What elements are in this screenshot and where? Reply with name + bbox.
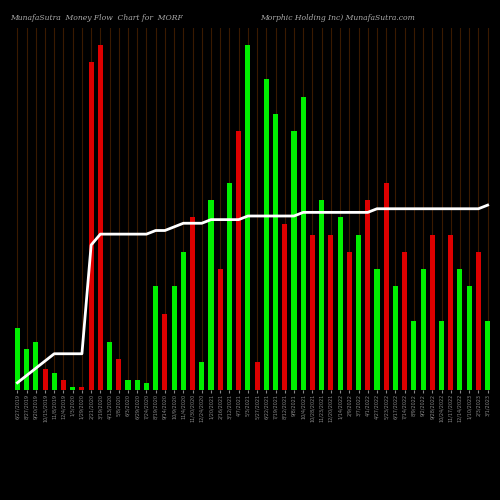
Bar [347, 252, 352, 390]
Bar [310, 234, 315, 390]
Bar [365, 200, 370, 390]
Text: Morphic Holding Inc) MunafaSutra.com: Morphic Holding Inc) MunafaSutra.com [260, 14, 415, 22]
Bar [430, 234, 435, 390]
Bar [172, 286, 176, 390]
Bar [412, 321, 416, 390]
Bar [200, 362, 204, 390]
Bar [273, 114, 278, 390]
Bar [107, 342, 112, 390]
Bar [246, 45, 250, 390]
Bar [52, 372, 57, 390]
Bar [236, 131, 241, 390]
Bar [384, 183, 388, 390]
Bar [70, 386, 75, 390]
Bar [439, 321, 444, 390]
Bar [227, 183, 232, 390]
Bar [144, 383, 149, 390]
Bar [34, 342, 38, 390]
Bar [356, 234, 361, 390]
Bar [282, 224, 288, 390]
Bar [88, 62, 94, 390]
Bar [254, 362, 260, 390]
Bar [98, 45, 103, 390]
Bar [485, 321, 490, 390]
Bar [458, 269, 462, 390]
Bar [126, 380, 130, 390]
Bar [80, 386, 84, 390]
Bar [402, 252, 407, 390]
Bar [153, 286, 158, 390]
Bar [420, 269, 426, 390]
Bar [319, 200, 324, 390]
Bar [61, 380, 66, 390]
Bar [24, 348, 29, 390]
Bar [264, 80, 269, 390]
Bar [374, 269, 380, 390]
Bar [476, 252, 481, 390]
Bar [448, 234, 454, 390]
Bar [208, 200, 214, 390]
Bar [116, 359, 121, 390]
Bar [393, 286, 398, 390]
Text: MunafaSutra  Money Flow  Chart for  MORF: MunafaSutra Money Flow Chart for MORF [10, 14, 183, 22]
Bar [190, 218, 195, 390]
Bar [134, 380, 140, 390]
Bar [328, 234, 334, 390]
Bar [15, 328, 20, 390]
Bar [338, 218, 342, 390]
Bar [181, 252, 186, 390]
Bar [300, 96, 306, 390]
Bar [42, 370, 48, 390]
Bar [292, 131, 296, 390]
Bar [162, 314, 168, 390]
Bar [218, 269, 223, 390]
Bar [466, 286, 471, 390]
